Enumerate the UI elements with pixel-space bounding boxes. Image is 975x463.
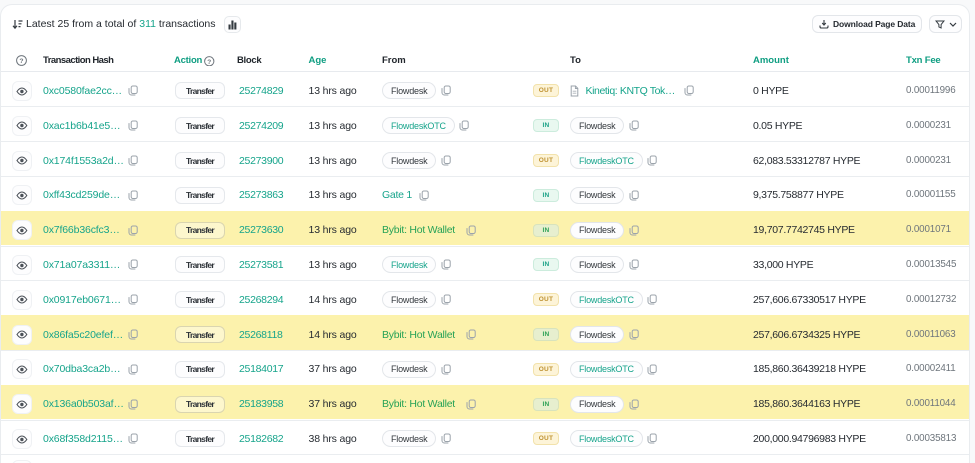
svg-text:?: ? (19, 58, 23, 65)
svg-text:?: ? (207, 58, 211, 65)
